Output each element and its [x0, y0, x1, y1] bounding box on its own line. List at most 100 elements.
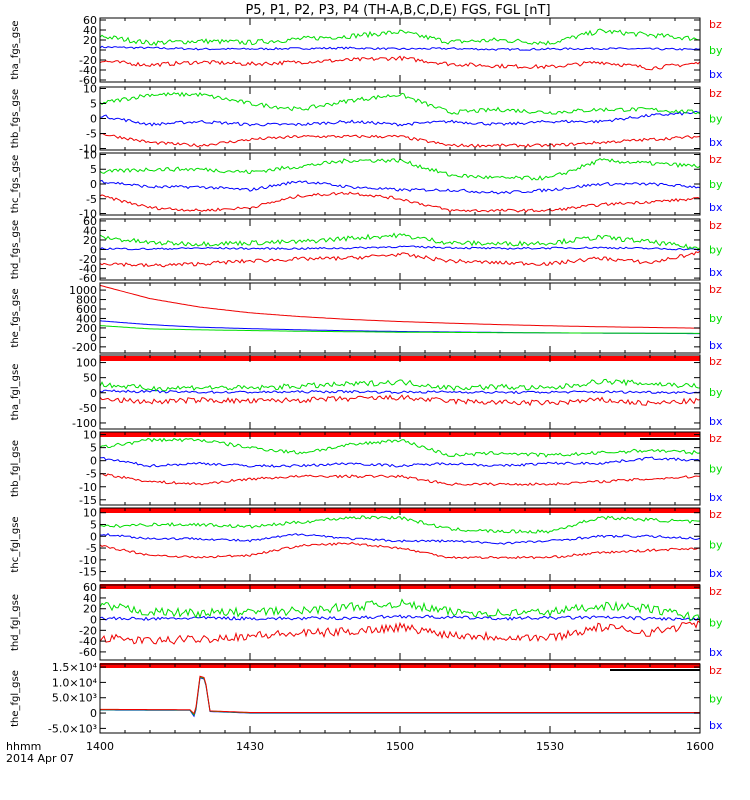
- plot-title: P5, P1, P2, P3, P4 (TH-A,B,C,D,E) FGS, F…: [245, 3, 550, 18]
- series-bx: [99, 179, 701, 195]
- y-axis-label: thd_fgl_gse: [10, 594, 21, 651]
- series-by: [99, 232, 701, 250]
- y-tick-label: 100: [76, 357, 97, 370]
- legend-bz: bz: [709, 18, 722, 31]
- y-tick-label: 50: [83, 372, 97, 385]
- y-tick-label: -40: [79, 263, 97, 276]
- y-tick-label: -5: [86, 193, 97, 206]
- y-tick-label: -10: [79, 554, 97, 567]
- y-tick-label: 40: [83, 24, 97, 37]
- series-bz: [99, 284, 701, 329]
- legend-by: by: [709, 113, 723, 126]
- legend-bz: bz: [709, 283, 722, 296]
- y-axis-label: thb_fgs_gse: [10, 89, 21, 148]
- y-axis-label: thc_fgs_gse: [10, 155, 21, 214]
- y-tick-label: 60: [83, 581, 97, 594]
- y-tick-label: 5: [90, 163, 97, 176]
- y-tick-label: 5: [90, 518, 97, 531]
- y-tick-label: 40: [83, 592, 97, 605]
- y-tick-label: 800: [76, 294, 97, 307]
- series-bz: [99, 132, 701, 148]
- y-tick-label: 20: [83, 34, 97, 47]
- y-tick-label: 200: [76, 322, 97, 335]
- y-tick-label: 40: [83, 224, 97, 237]
- y-tick-label: 5: [90, 98, 97, 111]
- panel-frame: [99, 507, 701, 582]
- legend-bz: bz: [709, 355, 722, 368]
- y-tick-label: -5: [86, 128, 97, 141]
- legend-by: by: [709, 44, 723, 57]
- legend-by: by: [709, 693, 723, 706]
- flag-bar: [640, 438, 700, 440]
- legend-by: by: [709, 178, 723, 191]
- y-tick-label: 0: [90, 178, 97, 191]
- time-tick-label: 1400: [86, 740, 114, 753]
- y-tick-label: 0: [90, 113, 97, 126]
- y-tick-label: -10: [79, 481, 97, 494]
- series-bx: [99, 245, 701, 251]
- legend-bx: bx: [709, 201, 723, 214]
- y-tick-label: -200: [72, 341, 97, 354]
- legend-by: by: [709, 463, 723, 476]
- series-by: [100, 515, 701, 534]
- series-bx: [99, 110, 701, 127]
- y-tick-label: -10: [79, 143, 97, 156]
- legend-bz: bz: [709, 219, 722, 232]
- panel-thb_fgs_gse: 10 5 0 -5 -10 thb_fgs_gse bz by bx: [10, 83, 723, 156]
- panel-the_fgl_gse: 1.5×10⁴ 1.0×10⁴ 5.0×10³ 0 -5.0×10³ the_fgl_gs…: [10, 661, 723, 735]
- y-tick-label: -50: [79, 402, 97, 415]
- legend-by: by: [709, 539, 723, 552]
- y-tick-label: 1.0×10⁴: [52, 676, 98, 689]
- y-tick-label: -60: [79, 74, 97, 87]
- legend-bz: bz: [709, 153, 722, 166]
- panel-frame: [99, 663, 701, 734]
- y-tick-label: -40: [79, 635, 97, 648]
- legend-bz: bz: [709, 508, 722, 521]
- y-tick-label: 20: [83, 603, 97, 616]
- y-tick-label: -15: [79, 494, 97, 507]
- series-bz: [99, 472, 701, 487]
- y-tick-label: -20: [79, 54, 97, 67]
- y-tick-label: -5: [86, 468, 97, 481]
- series-bz: [99, 620, 701, 645]
- y-tick-label: 10: [83, 507, 97, 520]
- legend-bz: bz: [709, 664, 722, 677]
- y-tick-label: -15: [79, 566, 97, 579]
- legend-by: by: [709, 617, 723, 630]
- y-tick-label: -60: [79, 646, 97, 659]
- y-axis-label: thb_fgl_gse: [10, 440, 21, 497]
- legend-bz: bz: [709, 585, 722, 598]
- series-by: [99, 28, 701, 47]
- y-tick-label: 0: [90, 44, 97, 57]
- series-bz: [99, 250, 701, 268]
- legend-by: by: [709, 312, 723, 325]
- legend-bx: bx: [709, 567, 723, 580]
- series-bz: [100, 675, 700, 715]
- legend-bx: bx: [709, 266, 723, 279]
- series-bx: [99, 614, 701, 622]
- series-bz: [99, 541, 700, 560]
- y-axis-label: tha_fgs_gse: [10, 20, 21, 79]
- y-tick-label: 60: [83, 215, 97, 228]
- date-label: 2014 Apr 07: [6, 752, 74, 765]
- legend-bx: bx: [709, 646, 723, 659]
- y-tick-label: 0: [90, 455, 97, 468]
- series-bx: [99, 456, 701, 468]
- series-bx: [99, 45, 701, 51]
- legend-bx: bx: [709, 491, 723, 504]
- series-bx: [99, 533, 701, 545]
- series-by: [99, 378, 701, 392]
- legend-bx: bx: [709, 136, 723, 149]
- y-tick-label: -5: [86, 542, 97, 555]
- series-by: [99, 91, 701, 115]
- flag-bar: [610, 669, 700, 671]
- legend-bx: bx: [709, 339, 723, 352]
- series-bz: [99, 191, 701, 213]
- y-axis-label: the_fgl_gse: [10, 670, 21, 727]
- panel-frame: [99, 431, 701, 506]
- y-tick-label: -5.0×10³: [48, 722, 97, 735]
- y-axis-label: thd_fgs_gse: [10, 220, 21, 279]
